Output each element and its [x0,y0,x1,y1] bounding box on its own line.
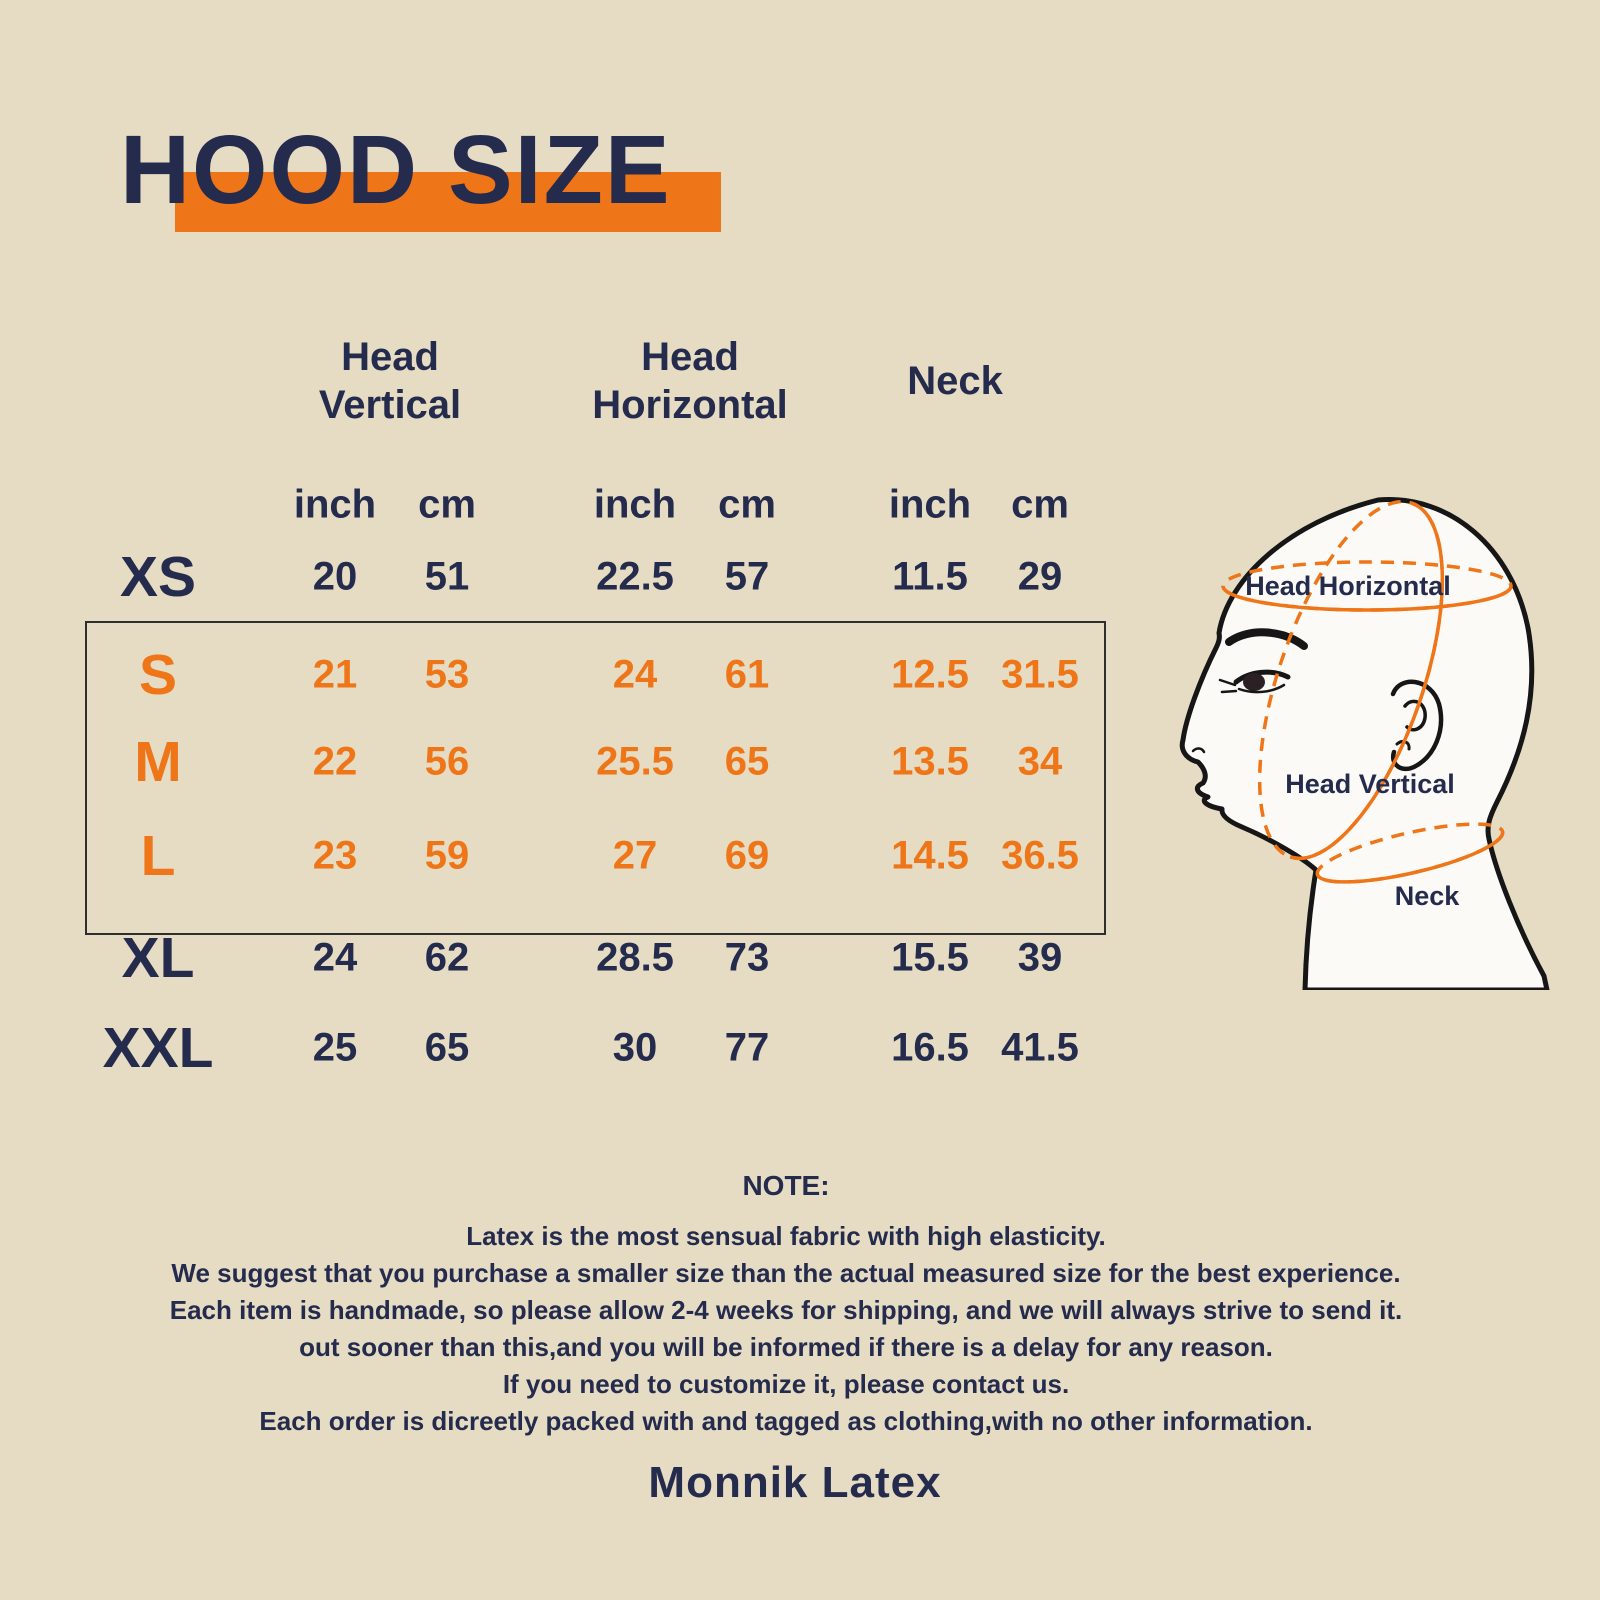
size-value: 22 [312,739,358,784]
page-title: HOOD SIZE [120,115,672,224]
column-group-label-line: Vertical [318,383,462,427]
column-group-head-horizontal: Head Horizontal [592,333,788,429]
size-value: 13.5 [891,739,969,784]
size-value: 15.5 [891,935,969,980]
size-value: 39 [1017,935,1063,980]
size-value: 29 [1017,554,1063,599]
size-value: 41.5 [1001,1025,1079,1070]
size-value: 20 [312,554,358,599]
size-value: 23 [312,833,358,878]
size-value: 24 [612,652,658,697]
eye-lower-lid [1237,683,1286,694]
note-heading: NOTE: [742,1170,830,1201]
size-value: 11.5 [892,554,968,599]
note-line: Each item is handmade, so please allow 2… [169,1295,1403,1325]
size-value: 34 [1017,739,1063,784]
size-label-s: S [138,643,178,707]
column-group-label-line: Horizontal [592,383,788,427]
size-value: 57 [724,554,770,599]
neck-label: Neck [1395,881,1461,911]
size-value: 69 [724,833,770,878]
eye-upper-lid [1233,669,1291,685]
note-section: NOTE: Latex is the most sensual fabric w… [0,1170,1572,1440]
size-value: 62 [424,935,470,980]
unit-header: cm [1011,482,1069,527]
size-value: 24 [312,935,358,980]
page-title-block: HOOD SIZE [120,118,820,248]
size-label-xl: XL [121,926,195,990]
head-horizontal-ellipse [1221,560,1513,612]
size-label-m: M [134,730,182,794]
note-line: out sooner than this,and you will be inf… [299,1332,1273,1362]
ear-outline [1390,679,1444,772]
head-measurement-diagram: Head Horizontal Head Vertical Neck [1179,497,1550,990]
size-value: 27 [612,833,658,878]
column-group-head-vertical: Head Vertical [319,333,461,429]
eyelash-line [1218,678,1238,694]
head-vertical-label: Head Vertical [1285,769,1455,799]
size-value: 16.5 [891,1025,969,1070]
note-line: Latex is the most sensual fabric with hi… [466,1221,1106,1251]
size-value: 30 [612,1025,658,1070]
size-value: 65 [424,1025,470,1070]
unit-header: inch [593,482,677,527]
ear-inner-line [1403,699,1427,732]
size-value: 36.5 [1001,833,1079,878]
note-line: If you need to customize it, please cont… [502,1369,1070,1399]
unit-header: inch [293,482,377,527]
size-value: 59 [424,833,470,878]
head-outline [1179,497,1550,990]
size-label-xs: XS [119,545,197,609]
unit-header: cm [418,482,476,527]
size-value: 61 [724,652,770,697]
size-value: 73 [724,935,770,980]
column-group-label-line: Head [641,335,739,379]
column-group-neck: Neck [907,357,1003,405]
title-highlight-bar [175,172,721,232]
column-group-label-line: Neck [907,359,1003,403]
unit-header: cm [718,482,776,527]
size-value: 12.5 [891,652,969,697]
size-value: 22.5 [596,554,674,599]
note-line: We suggest that you purchase a smaller s… [171,1258,1401,1288]
nostril-line [1191,747,1206,754]
head-vertical-ellipse [1257,499,1445,861]
size-value: 28.5 [596,935,674,980]
size-value: 21 [312,652,358,697]
size-label-l: L [140,824,176,888]
unit-header: inch [888,482,972,527]
head-horizontal-label: Head Horizontal [1245,571,1451,601]
note-line: Each order is dicreetly packed with and … [259,1406,1313,1436]
brand-name: Monnik Latex [648,1458,942,1507]
size-value: 51 [424,554,470,599]
size-value: 53 [424,652,470,697]
column-group-label-line: Head [341,335,439,379]
size-value: 77 [724,1025,770,1070]
size-value: 65 [724,739,770,784]
size-value: 25.5 [596,739,674,784]
size-label-xxl: XXL [102,1016,214,1080]
eyebrow-line [1225,628,1308,650]
eye-iris [1243,673,1265,691]
size-value: 31.5 [1001,652,1079,697]
size-value: 56 [424,739,470,784]
size-value: 14.5 [891,833,969,878]
size-value: 25 [312,1025,358,1070]
